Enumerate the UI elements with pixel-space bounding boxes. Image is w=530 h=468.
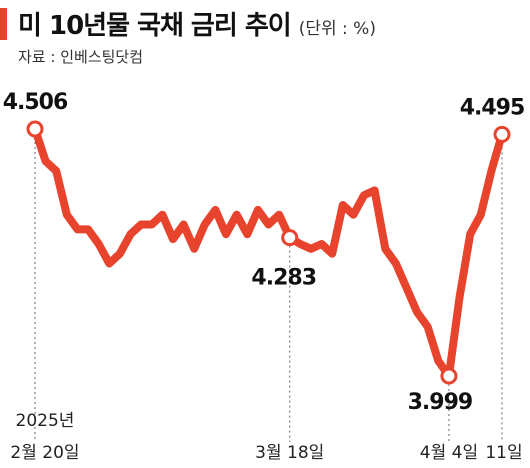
x-tick-label: 11일: [485, 443, 522, 463]
x-axis-labels: 2025년 2월 20일 3월 18일 4월 4일 11일: [10, 411, 522, 463]
data-label: 4.495: [460, 95, 525, 120]
data-point-marker: [26, 120, 44, 138]
data-label: 4.283: [251, 266, 316, 291]
labeled-points: [26, 120, 511, 385]
data-label: 3.999: [408, 390, 473, 415]
data-point-marker: [440, 367, 458, 385]
data-point-marker: [493, 125, 511, 143]
chart-title-text: 미 10년물 국채 금리 추이: [18, 11, 292, 41]
unit-label: (단위 : %): [298, 19, 376, 39]
chart-title: 미 10년물 국채 금리 추이 (단위 : %): [18, 5, 376, 42]
value-labels: 4.506 4.283 3.999 4.495: [3, 90, 526, 415]
x-tick-label: 3월 18일: [255, 443, 324, 463]
x-tick-label: 2월 20일: [10, 443, 79, 463]
data-point-marker: [281, 229, 299, 247]
chart-header: 미 10년물 국채 금리 추이 (단위 : %) 자료 : 인베스팅닷컴: [0, 0, 530, 82]
title-accent-bar: [0, 8, 7, 40]
source-label: 자료 : 인베스팅닷컴: [18, 48, 143, 66]
data-label: 4.506: [3, 90, 68, 115]
x-tick-label: 4월 4일: [420, 443, 478, 463]
guide-lines: [34, 137, 503, 442]
x-year-label: 2025년: [16, 411, 75, 431]
series-line: [31, 125, 506, 380]
